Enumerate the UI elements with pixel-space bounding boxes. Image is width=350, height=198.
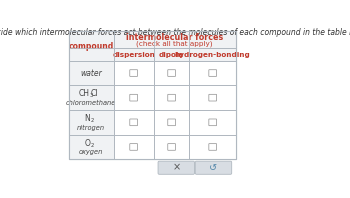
Bar [113, 61, 154, 85]
Bar [113, 135, 154, 159]
Text: 3: 3 [90, 93, 93, 98]
Text: CH: CH [78, 89, 90, 98]
Text: ×: × [172, 163, 180, 173]
Bar [154, 61, 189, 85]
FancyBboxPatch shape [130, 144, 138, 150]
FancyBboxPatch shape [130, 94, 138, 101]
Text: Cl: Cl [90, 89, 98, 98]
Text: nitrogen: nitrogen [77, 125, 105, 131]
Text: Decide which intermolecular forces act between the molecules of each compound in: Decide which intermolecular forces act b… [0, 28, 350, 37]
Bar [154, 85, 189, 110]
Text: ↺: ↺ [209, 163, 218, 173]
FancyBboxPatch shape [209, 70, 217, 76]
FancyBboxPatch shape [209, 144, 217, 150]
FancyBboxPatch shape [130, 119, 138, 126]
Bar [69, 61, 113, 85]
Bar [113, 48, 154, 61]
Bar [69, 31, 113, 61]
Text: dispersion: dispersion [112, 51, 155, 58]
FancyBboxPatch shape [130, 70, 138, 76]
Bar [189, 110, 236, 135]
Text: N: N [84, 114, 90, 123]
Text: compound: compound [68, 42, 114, 51]
Bar [189, 61, 236, 85]
Bar [189, 48, 236, 61]
Text: oxygen: oxygen [79, 149, 103, 155]
FancyBboxPatch shape [209, 119, 217, 126]
Bar [69, 110, 113, 135]
FancyBboxPatch shape [209, 94, 217, 101]
Bar [154, 110, 189, 135]
Bar [189, 135, 236, 159]
Bar [113, 31, 236, 48]
FancyBboxPatch shape [195, 161, 232, 174]
Bar [154, 135, 189, 159]
Bar [113, 110, 154, 135]
Bar [69, 85, 113, 110]
Text: 2: 2 [90, 143, 94, 148]
Text: (check all that apply): (check all that apply) [136, 40, 213, 47]
Text: O: O [84, 139, 90, 148]
FancyBboxPatch shape [158, 161, 195, 174]
Text: water: water [80, 69, 102, 78]
Bar [69, 31, 236, 159]
Text: 2: 2 [90, 118, 94, 123]
Bar [69, 135, 113, 159]
Text: dipole: dipole [159, 51, 184, 58]
FancyBboxPatch shape [168, 144, 175, 150]
Text: intermolecular forces: intermolecular forces [126, 33, 223, 42]
Bar [154, 48, 189, 61]
Text: chloromethane: chloromethane [66, 100, 116, 106]
FancyBboxPatch shape [168, 119, 175, 126]
Bar [189, 85, 236, 110]
FancyBboxPatch shape [168, 70, 175, 76]
Bar [69, 31, 236, 159]
Text: hydrogen-bonding: hydrogen-bonding [175, 51, 251, 58]
FancyBboxPatch shape [168, 94, 175, 101]
Bar [113, 85, 154, 110]
